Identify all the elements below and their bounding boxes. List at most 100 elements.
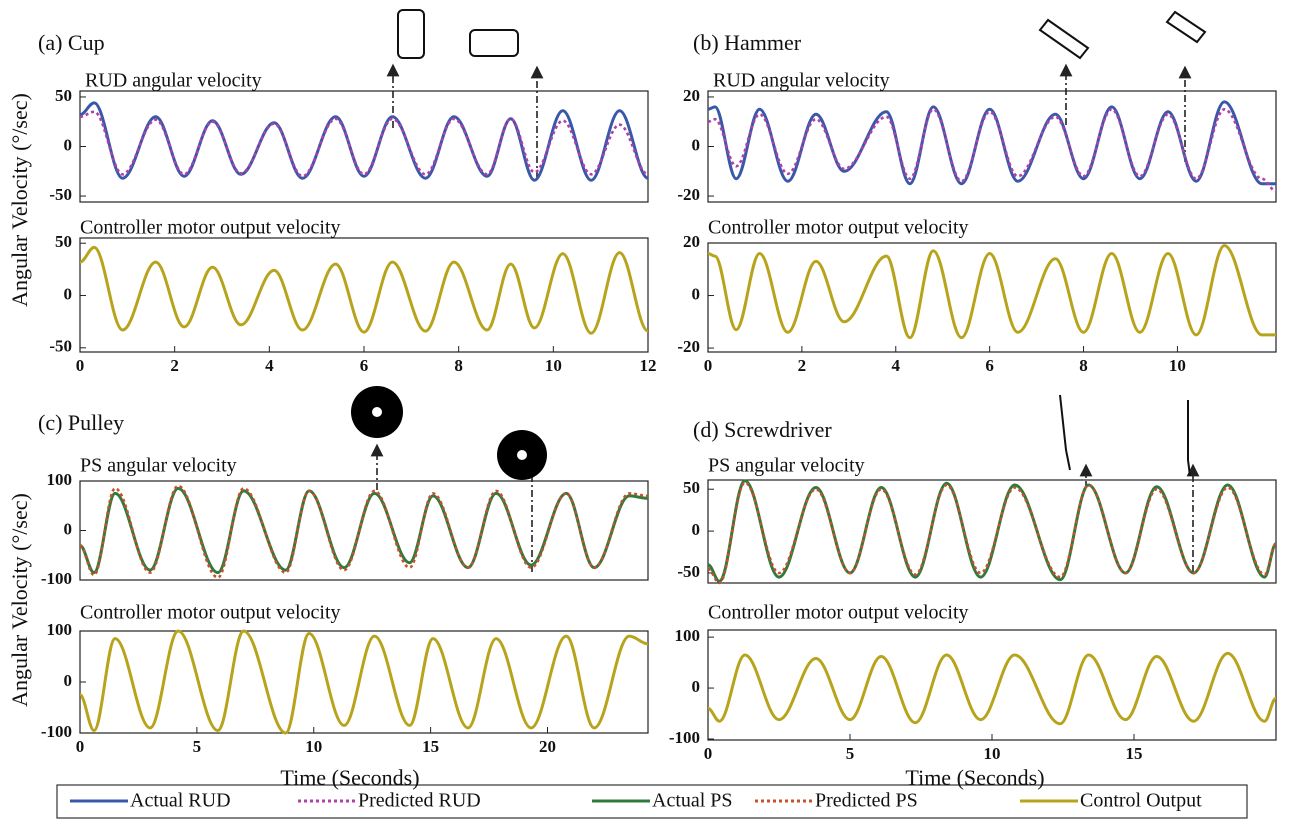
cup-icon (398, 10, 424, 58)
pulley-hole (517, 450, 527, 460)
x-tick-label: 15 (422, 737, 439, 756)
y-tick-label: 50 (683, 478, 700, 497)
y-tick-label: -20 (677, 185, 700, 204)
panel-title: (d) Screwdriver (693, 417, 832, 442)
y-tick-label: 0 (692, 677, 701, 696)
panel-subtitle: RUD angular velocity (85, 70, 262, 92)
x-tick-label: 10 (984, 744, 1001, 763)
x-tick-label: 6 (360, 356, 369, 375)
y-tick-label: 0 (692, 520, 701, 539)
panel-subtitle: Controller motor output velocity (80, 602, 341, 624)
x-tick-label: 2 (170, 356, 179, 375)
y-tick-label: -100 (669, 728, 700, 747)
y-tick-label: -50 (677, 562, 700, 581)
axes-frame (708, 91, 1276, 202)
subplot: Controller motor output velocity Time (Se… (669, 602, 1276, 790)
y-tick-label: -100 (41, 569, 72, 588)
y-tick-label: 100 (47, 620, 73, 639)
x-tick-label: 10 (305, 737, 322, 756)
x-tick-label: 0 (76, 356, 85, 375)
axes-frame (708, 480, 1276, 583)
y-tick-label: 0 (692, 284, 701, 303)
y-tick-label: 100 (47, 470, 73, 489)
series-line (708, 109, 1276, 191)
pulley-hole (372, 407, 382, 417)
figure: (a) Cup RUD angular velocity Angular Veloc… (0, 0, 1289, 839)
x-tick-label: 10 (545, 356, 562, 375)
y-tick-label: 0 (692, 135, 701, 154)
legend-label: Actual RUD (130, 790, 231, 812)
y-tick-label: 0 (64, 135, 73, 154)
x-tick-label: 4 (265, 356, 274, 375)
screwdriver-icon (1188, 400, 1190, 476)
x-tick-label: 0 (76, 737, 85, 756)
panel-subtitle: Controller motor output velocity (708, 602, 969, 624)
legend-label: Actual PS (652, 790, 733, 812)
x-tick-label: 6 (985, 356, 994, 375)
subplot: Controller motor output velocity Time (Se… (41, 602, 648, 790)
y-tick-label: 100 (675, 626, 701, 645)
hammer-icon (1040, 20, 1088, 58)
subplot: (d) Screwdriver PS angular velocity -50 0 50 (677, 417, 1276, 583)
series-line (708, 246, 1276, 338)
series-line (80, 486, 648, 578)
annotations (351, 10, 1205, 572)
y-tick-label: -50 (49, 185, 72, 204)
x-tick-label: 12 (640, 356, 657, 375)
panel-subtitle: Controller motor output velocity (708, 217, 969, 239)
legend-label: Predicted RUD (358, 790, 481, 812)
axes-frame (708, 630, 1276, 740)
y-tick-label: 0 (64, 519, 73, 538)
panel-title: (c) Pulley (38, 410, 124, 435)
legend-label: Predicted PS (815, 790, 918, 812)
axes-frame (80, 91, 648, 202)
y-tick-label: -50 (49, 337, 72, 356)
series-line (708, 483, 1276, 584)
y-axis-label: Angular Velocity (°/sec) (7, 493, 32, 707)
x-tick-label: 0 (704, 744, 713, 763)
series-line (80, 631, 648, 733)
x-tick-label: 15 (1126, 744, 1143, 763)
legend-label: Control Output (1080, 790, 1202, 812)
cup-icon (470, 30, 518, 56)
x-tick-label: 20 (539, 737, 556, 756)
y-tick-label: -100 (41, 722, 72, 741)
x-tick-label: 4 (892, 356, 901, 375)
y-tick-label: -20 (677, 337, 700, 356)
panel-subtitle: PS angular velocity (80, 455, 237, 477)
panel-subtitle: RUD angular velocity (713, 70, 890, 92)
series-line (708, 481, 1276, 582)
panel-title: (a) Cup (38, 30, 105, 55)
x-tick-label: 10 (1169, 356, 1186, 375)
y-tick-label: 0 (64, 284, 73, 303)
x-tick-label: 8 (1079, 356, 1088, 375)
series-line (80, 247, 648, 333)
screwdriver-icon (1060, 395, 1070, 470)
subplot: (c) Pulley PS angular velocity Angular Vel… (7, 410, 648, 707)
x-tick-label: 5 (846, 744, 855, 763)
hammer-icon (1167, 12, 1205, 42)
panel-subtitle: PS angular velocity (708, 455, 865, 477)
x-tick-label: 5 (193, 737, 202, 756)
series-line (708, 653, 1276, 723)
y-tick-label: 20 (683, 86, 700, 105)
x-tick-label: 0 (704, 356, 713, 375)
y-tick-label: 50 (55, 86, 72, 105)
y-tick-label: 20 (683, 232, 700, 251)
series-line (80, 103, 648, 180)
y-tick-label: 50 (55, 232, 72, 251)
y-axis-label: Angular Velocity (°/sec) (7, 93, 32, 307)
subplot: (b) Hammer RUD angular velocity -20 0 20 (677, 30, 1276, 204)
panel-subtitle: Controller motor output velocity (80, 217, 341, 239)
x-tick-label: 8 (454, 356, 463, 375)
panel-title: (b) Hammer (693, 30, 802, 55)
x-axis-label: Time (Seconds) (280, 765, 419, 790)
x-axis-label: Time (Seconds) (905, 765, 1044, 790)
page: (a) Cup RUD angular velocity Angular Veloc… (0, 0, 1289, 839)
series-line (80, 488, 648, 572)
x-tick-label: 2 (798, 356, 807, 375)
axes-frame (708, 243, 1276, 352)
y-tick-label: 0 (64, 671, 73, 690)
